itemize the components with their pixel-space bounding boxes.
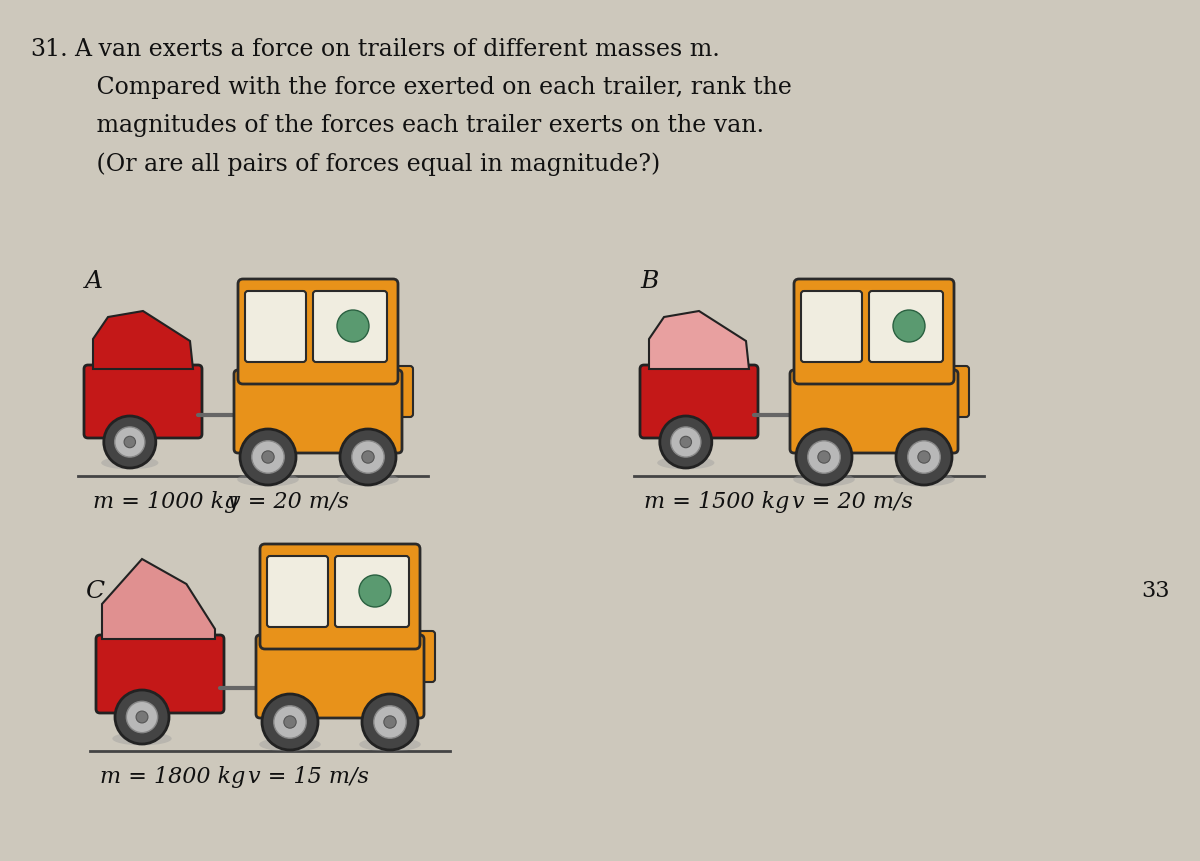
Text: (Or are all pairs of forces equal in magnitude?): (Or are all pairs of forces equal in mag… — [74, 152, 660, 176]
FancyBboxPatch shape — [96, 635, 224, 713]
Ellipse shape — [259, 738, 320, 752]
Circle shape — [907, 441, 941, 474]
Circle shape — [136, 711, 148, 723]
Text: 33: 33 — [1141, 579, 1170, 601]
Ellipse shape — [658, 457, 714, 470]
FancyBboxPatch shape — [260, 544, 420, 649]
Circle shape — [262, 694, 318, 750]
Text: m = 1000 kg: m = 1000 kg — [94, 491, 239, 512]
Text: v = 20 m/s: v = 20 m/s — [228, 491, 349, 512]
Text: m = 1800 kg: m = 1800 kg — [100, 765, 245, 787]
Circle shape — [115, 427, 145, 457]
Circle shape — [262, 451, 274, 463]
FancyBboxPatch shape — [790, 370, 958, 454]
FancyBboxPatch shape — [943, 367, 970, 418]
Circle shape — [284, 716, 296, 728]
Circle shape — [808, 441, 840, 474]
FancyBboxPatch shape — [386, 367, 413, 418]
Polygon shape — [649, 312, 749, 369]
Circle shape — [104, 417, 156, 468]
FancyBboxPatch shape — [794, 280, 954, 385]
Circle shape — [359, 575, 391, 607]
Circle shape — [240, 430, 296, 486]
Text: A: A — [85, 269, 103, 293]
Circle shape — [373, 706, 407, 739]
FancyBboxPatch shape — [640, 366, 758, 438]
Ellipse shape — [893, 473, 955, 486]
Ellipse shape — [113, 732, 172, 746]
Circle shape — [660, 417, 712, 468]
Circle shape — [893, 311, 925, 343]
FancyBboxPatch shape — [409, 631, 436, 682]
Text: m = 1500 kg: m = 1500 kg — [644, 491, 790, 512]
FancyBboxPatch shape — [802, 292, 862, 362]
Text: magnitudes of the forces each trailer exerts on the van.: magnitudes of the forces each trailer ex… — [74, 114, 764, 137]
FancyBboxPatch shape — [238, 280, 398, 385]
Circle shape — [115, 691, 169, 744]
Circle shape — [252, 441, 284, 474]
Polygon shape — [94, 312, 193, 369]
Ellipse shape — [337, 473, 398, 486]
Circle shape — [126, 702, 157, 733]
FancyBboxPatch shape — [234, 370, 402, 454]
Circle shape — [337, 311, 370, 343]
Ellipse shape — [101, 457, 158, 470]
Circle shape — [818, 451, 830, 463]
Polygon shape — [102, 560, 215, 639]
Circle shape — [362, 451, 374, 463]
FancyBboxPatch shape — [256, 635, 424, 718]
Text: B: B — [640, 269, 659, 293]
FancyBboxPatch shape — [313, 292, 386, 362]
Circle shape — [352, 441, 384, 474]
Circle shape — [362, 694, 418, 750]
Circle shape — [680, 437, 691, 449]
Circle shape — [384, 716, 396, 728]
FancyBboxPatch shape — [266, 556, 328, 628]
Text: v = 15 m/s: v = 15 m/s — [248, 765, 368, 787]
Circle shape — [896, 430, 952, 486]
Circle shape — [340, 430, 396, 486]
FancyBboxPatch shape — [335, 556, 409, 628]
FancyBboxPatch shape — [869, 292, 943, 362]
Circle shape — [796, 430, 852, 486]
Circle shape — [918, 451, 930, 463]
FancyBboxPatch shape — [245, 292, 306, 362]
FancyBboxPatch shape — [84, 366, 202, 438]
Circle shape — [124, 437, 136, 449]
Circle shape — [671, 427, 701, 457]
Text: Compared with the force exerted on each trailer, rank the: Compared with the force exerted on each … — [74, 76, 792, 99]
Ellipse shape — [793, 473, 854, 486]
Ellipse shape — [238, 473, 299, 486]
Text: C: C — [85, 579, 104, 603]
Text: v = 20 m/s: v = 20 m/s — [792, 491, 913, 512]
Ellipse shape — [359, 738, 421, 752]
Circle shape — [274, 706, 306, 739]
Text: A van exerts a force on trailers of different masses m.: A van exerts a force on trailers of diff… — [74, 38, 720, 61]
Text: 31.: 31. — [30, 38, 67, 61]
